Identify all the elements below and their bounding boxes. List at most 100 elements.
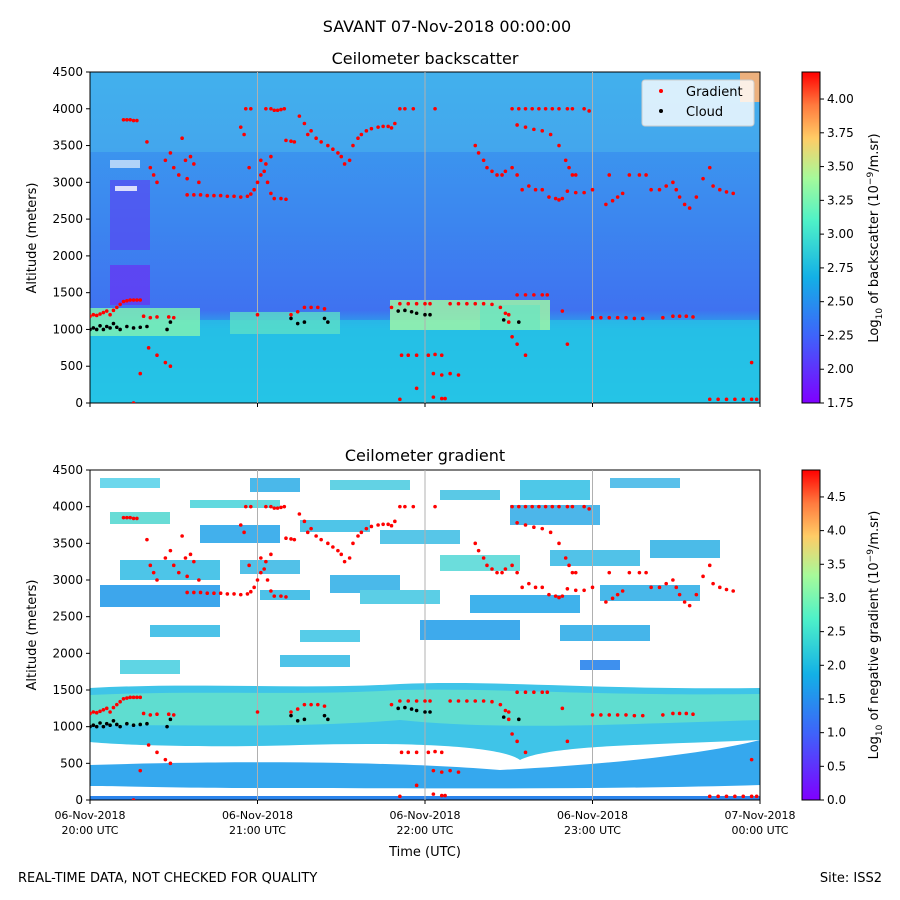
gradient-point [282, 106, 287, 111]
gradient-point [677, 314, 682, 319]
gradient-point [532, 690, 536, 694]
gradient-point [168, 151, 173, 155]
cloud-point [101, 327, 106, 332]
gradient-point [351, 143, 355, 148]
gradient-point [111, 705, 116, 710]
backscatter-markers [90, 106, 759, 403]
gradient-point [264, 504, 268, 509]
gradient-point [146, 346, 151, 350]
gradient-point [615, 592, 620, 597]
gradient-point [540, 129, 545, 133]
gradient-point [604, 600, 608, 604]
gradient-point [495, 570, 499, 575]
gradient-point [433, 504, 437, 509]
legend: Gradient Cloud [641, 79, 755, 127]
cloud-point [104, 324, 109, 329]
gradient-point [238, 125, 243, 129]
gradient-point [540, 585, 545, 590]
gradient-point [255, 710, 260, 714]
gradient-point [284, 197, 288, 202]
gradient-point [515, 570, 519, 575]
gradient-point [604, 202, 608, 207]
y-tick-label: 2500 [52, 212, 83, 226]
colorbar-tick-label: 4.00 [827, 92, 854, 106]
gradient-point [615, 195, 620, 199]
gradient-point [292, 537, 297, 542]
y-tick-label: 3500 [52, 536, 83, 550]
cloud-point [409, 707, 414, 711]
gradient-point [565, 342, 570, 346]
gradient-point [212, 193, 216, 198]
gradient-point [671, 314, 675, 319]
gradient-point [590, 713, 595, 717]
gradient-point [238, 523, 243, 527]
gradient-point [677, 592, 682, 597]
backscatter-colorbar-ticks: 1.75 2.00 2.25 2.50 2.75 3.00 3.25 3.50 3.75 4.00 [820, 92, 854, 410]
colorbar-tick-label: 3.50 [827, 160, 854, 174]
colorbar-tick-label: 2.00 [827, 362, 854, 376]
gradient-point [319, 537, 323, 542]
backscatter-ylabel: Altitude (meters) [25, 183, 40, 294]
gradient-point [269, 106, 273, 111]
gradient-point [610, 596, 615, 601]
gradient-markers [90, 504, 759, 800]
gradient-point [510, 106, 514, 111]
colorbar-tick-label: 3.75 [827, 126, 854, 140]
gradient-point [104, 309, 109, 313]
gradient-point [148, 713, 153, 717]
gradient-point [284, 138, 288, 143]
x-tick-time: 23:00 UTC [564, 824, 621, 837]
gradient-point [684, 314, 689, 319]
gradient-point [272, 108, 277, 113]
gradient-point [423, 301, 427, 306]
gradient-point [398, 397, 402, 402]
gradient-point [510, 335, 514, 339]
gradient-point [473, 541, 478, 546]
gradient-point [557, 143, 561, 148]
gradient-point [128, 515, 132, 520]
footer-disclaimer: REAL-TIME DATA, NOT CHECKED FOR QUALITY [18, 871, 317, 886]
gradient-point [326, 143, 330, 148]
gradient-point [414, 386, 419, 391]
gradient-point [439, 396, 444, 401]
gradient-point [151, 570, 156, 575]
cloud-point [289, 316, 293, 321]
gradient-point [624, 713, 628, 717]
gradient-point [718, 585, 722, 590]
cloud-point [90, 327, 92, 332]
footer-site: Site: ISS2 [820, 871, 882, 886]
gradient-point [168, 548, 173, 553]
y-tick-label: 4500 [52, 65, 83, 79]
gradient-point [439, 770, 444, 774]
gradient-point [269, 154, 273, 159]
gradient-point [135, 118, 139, 123]
gradient-point [503, 567, 508, 571]
gradient-point [456, 699, 461, 703]
figure-title: SAVANT 07-Nov-2018 00:00:00 [323, 17, 571, 36]
gradient-point [259, 570, 263, 575]
gradient-point [674, 585, 679, 590]
gradient-point [701, 176, 705, 181]
gradient-point [101, 310, 106, 315]
gradient-point [146, 743, 151, 747]
gradient-point [151, 173, 156, 177]
gradient-point [155, 353, 159, 357]
gradient-point [553, 594, 558, 598]
gradient-point [506, 717, 511, 722]
gradient-point [503, 311, 508, 316]
gradient-point [565, 189, 570, 193]
cloud-point [423, 710, 427, 714]
colorbar-tick-label: 3.25 [827, 193, 854, 207]
gradient-point [573, 190, 578, 195]
gradient-point [674, 187, 679, 192]
gradient-point [91, 710, 96, 714]
gradient-point [269, 552, 273, 557]
gradient-point [381, 522, 385, 527]
gradient-point [342, 162, 347, 166]
gradient-point [500, 570, 504, 575]
gradient-point [322, 307, 327, 311]
gradient-point [163, 360, 168, 365]
gradient-point [448, 699, 452, 703]
gradient-point [249, 589, 253, 594]
gradient-point [245, 592, 250, 596]
